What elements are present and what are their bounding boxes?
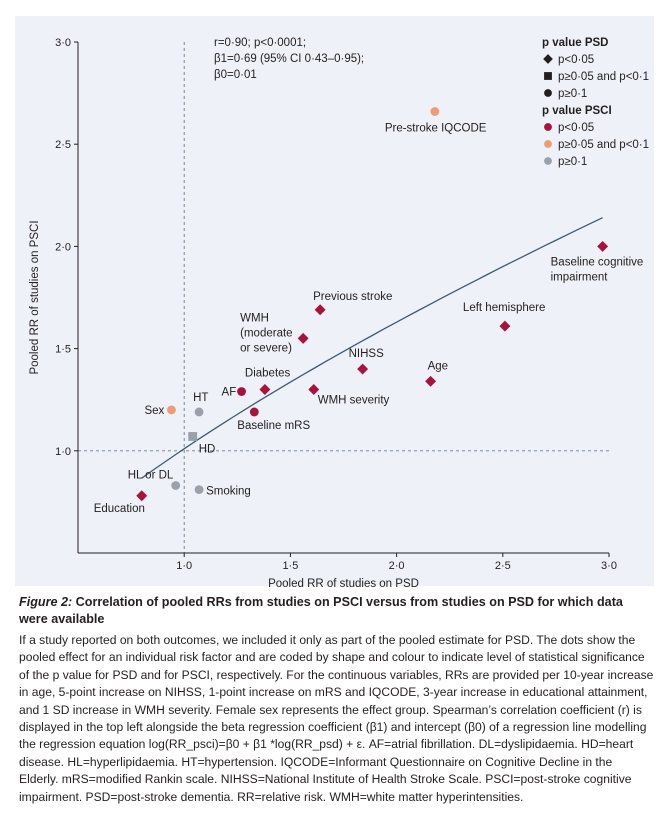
legend-psd-label-1: p≥0·05 and p<0·1 bbox=[558, 71, 649, 83]
data-point-1 bbox=[597, 240, 609, 252]
figure-caption: Figure 2: Correlation of pooled RRs from… bbox=[19, 594, 655, 806]
stats-annotation-0: r=0·90; p<0·0001; bbox=[214, 37, 306, 49]
data-label-8: WMH severity bbox=[318, 394, 390, 406]
data-label-1-1: impairment bbox=[551, 271, 609, 283]
legend-psd-label-2: p≥0·1 bbox=[558, 88, 587, 100]
data-point-2 bbox=[314, 304, 326, 316]
caption-title-text: Correlation of pooled RRs from studies o… bbox=[19, 595, 623, 626]
legend-psci-marker-2 bbox=[544, 157, 552, 165]
data-point-0 bbox=[430, 107, 440, 116]
data-point-3 bbox=[499, 320, 511, 332]
legend-psd-marker-1 bbox=[544, 72, 552, 80]
regression-line bbox=[141, 217, 603, 479]
legend-psd-title: p value PSD bbox=[542, 37, 608, 49]
data-point-5 bbox=[357, 363, 369, 375]
legend-psd-marker-2 bbox=[544, 89, 552, 97]
data-label-1-0: Baseline cognitive bbox=[551, 256, 644, 268]
data-point-6 bbox=[425, 375, 437, 387]
data-label-5: NIHSS bbox=[349, 348, 384, 360]
data-label-6: Age bbox=[428, 360, 448, 372]
caption-body: If a study reported on both outcomes, we… bbox=[19, 633, 654, 804]
y-axis-title: Pooled RR of studies on PSCI bbox=[29, 220, 41, 374]
data-label-15: Smoking bbox=[206, 486, 251, 498]
y-tick-label-4: 3·0 bbox=[55, 37, 71, 49]
data-point-11 bbox=[167, 405, 176, 415]
data-label-16: Education bbox=[94, 503, 145, 515]
data-label-14: HL or DL bbox=[128, 470, 174, 482]
data-label-3: Left hemisphere bbox=[463, 302, 545, 314]
data-point-8 bbox=[308, 384, 320, 395]
data-point-10 bbox=[249, 407, 259, 417]
legend-psci-marker-0 bbox=[544, 123, 552, 131]
caption-title: Figure 2: Correlation of pooled RRs from… bbox=[19, 594, 655, 628]
scatter-chart: 1·0 1·5 2·0 2·5 3·0 1·0 1·5 2·0 2·5 3·0 Pooled RR … bbox=[29, 37, 649, 590]
figure-label: Figure 2: bbox=[19, 595, 73, 609]
legend-psd-label-0: p<0·05 bbox=[558, 54, 594, 66]
data-label-10: Baseline mRS bbox=[237, 420, 310, 432]
data-point-7 bbox=[259, 384, 271, 395]
x-tick-label-4: 3·0 bbox=[601, 560, 617, 572]
data-label-7: Diabetes bbox=[245, 367, 291, 379]
x-tick-label-3: 2·5 bbox=[495, 560, 511, 572]
legend-psci-label-1: p≥0·05 and p<0·1 bbox=[558, 139, 649, 151]
x-tick-label-2: 2·0 bbox=[389, 560, 405, 572]
legend-psci-label-2: p≥0·1 bbox=[558, 156, 587, 168]
plot-panel bbox=[15, 16, 654, 586]
data-label-4-2: or severe) bbox=[240, 342, 292, 354]
data-point-9 bbox=[237, 387, 246, 396]
x-tick-label-0: 1·0 bbox=[176, 560, 192, 572]
y-tick-label-1: 1·5 bbox=[55, 344, 71, 356]
data-label-0: Pre-stroke IQCODE bbox=[385, 122, 487, 134]
data-point-15 bbox=[194, 485, 204, 495]
x-tick-label-1: 1·5 bbox=[282, 560, 298, 572]
stats-annotation-2: β0=0·01 bbox=[214, 69, 257, 81]
data-point-13 bbox=[188, 432, 198, 441]
legend-psci-label-0: p<0·05 bbox=[558, 122, 594, 134]
y-tick-label-0: 1·0 bbox=[55, 446, 71, 458]
stats-annotation-1: β1=0·69 (95% CI 0·43–0·95); bbox=[214, 53, 364, 65]
data-label-4-1: (moderate bbox=[240, 327, 292, 339]
data-point-4 bbox=[297, 332, 309, 344]
legend-psci-title: p value PSCI bbox=[542, 105, 612, 117]
data-label-13: HD bbox=[199, 443, 216, 455]
y-tick-label-2: 2·0 bbox=[55, 241, 71, 253]
data-label-4-0: WMH bbox=[240, 312, 269, 324]
data-label-2: Previous stroke bbox=[313, 291, 392, 303]
legend-psci-marker-1 bbox=[544, 140, 552, 148]
data-label-11: Sex bbox=[144, 405, 164, 417]
data-point-14 bbox=[171, 481, 181, 490]
x-axis-title: Pooled RR of studies on PSD bbox=[268, 578, 419, 590]
data-label-9: AF bbox=[222, 387, 237, 399]
y-tick-label-3: 2·5 bbox=[55, 139, 71, 151]
legend-psd-marker-0 bbox=[543, 54, 553, 64]
data-point-12 bbox=[194, 407, 204, 417]
data-point-16 bbox=[136, 490, 148, 502]
data-label-12: HT bbox=[193, 392, 208, 404]
